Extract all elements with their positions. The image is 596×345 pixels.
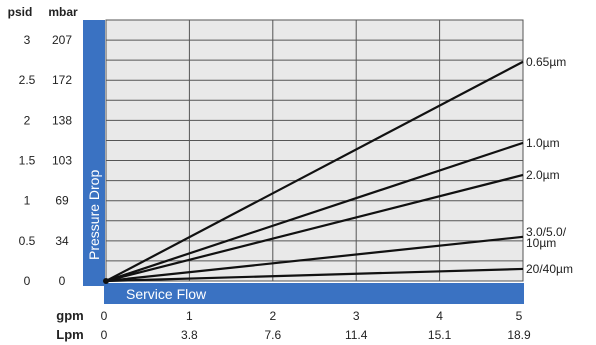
- y-tick-psid: 1.5: [19, 154, 36, 168]
- y-tick-mbar: 34: [55, 234, 69, 248]
- series-line-5: [105, 267, 524, 283]
- series-label-2: 1.0µm: [526, 136, 560, 150]
- y-tick-psid: 0.5: [19, 234, 36, 248]
- y-tick-mbar: 69: [55, 194, 69, 208]
- y-tick-psid: 0: [24, 274, 31, 288]
- series-label-3: 2.0µm: [526, 168, 560, 182]
- series-line-3: [105, 173, 524, 283]
- x-tick-gpm: 4: [436, 309, 443, 323]
- y-tick-psid: 2: [24, 113, 31, 127]
- y-tick-psid: 3: [24, 33, 31, 47]
- x-tick-gpm: 2: [269, 309, 276, 323]
- y-tick-mbar: 103: [52, 154, 72, 168]
- x-tick-gpm: 5: [516, 309, 523, 323]
- y-tick-psid: 2.5: [19, 73, 36, 87]
- mbar-unit-label: mbar: [48, 5, 78, 19]
- x-axis-title: Service Flow: [126, 286, 207, 302]
- series-label-4: 3.0/5.0/10µm: [526, 225, 567, 250]
- x-tick-lpm: 7.6: [264, 328, 281, 342]
- y-axis-bar: [83, 20, 105, 286]
- origin-point: [103, 278, 109, 284]
- y-tick-mbar: 0: [59, 274, 66, 288]
- x-tick-lpm: 11.4: [345, 328, 368, 342]
- x-tick-lpm: 3.8: [181, 328, 198, 342]
- plot-background: [105, 19, 524, 282]
- x-tick-lpm: 0: [101, 328, 108, 342]
- x-tick-gpm: 0: [101, 309, 108, 323]
- x-axis-bar: [104, 283, 524, 304]
- series-line-2: [105, 141, 524, 283]
- series-label-1: 0.65µm: [526, 55, 566, 69]
- series-line-1: [105, 60, 524, 282]
- lpm-unit-label: Lpm: [56, 327, 83, 342]
- series-label-5: 20/40µm: [526, 262, 573, 276]
- gpm-unit-label: gpm: [56, 308, 83, 323]
- x-tick-gpm: 3: [353, 309, 360, 323]
- psid-unit-label: psid: [8, 5, 33, 19]
- y-axis-title: Pressure Drop: [86, 170, 102, 260]
- y-tick-mbar: 207: [52, 33, 72, 47]
- y-tick-mbar: 138: [52, 113, 72, 127]
- x-tick-gpm: 1: [186, 309, 193, 323]
- y-tick-psid: 1: [24, 194, 31, 208]
- x-tick-lpm: 15.1: [428, 328, 452, 342]
- y-tick-mbar: 172: [52, 73, 72, 87]
- series-line-4: [105, 235, 524, 283]
- x-tick-lpm: 18.9: [507, 328, 531, 342]
